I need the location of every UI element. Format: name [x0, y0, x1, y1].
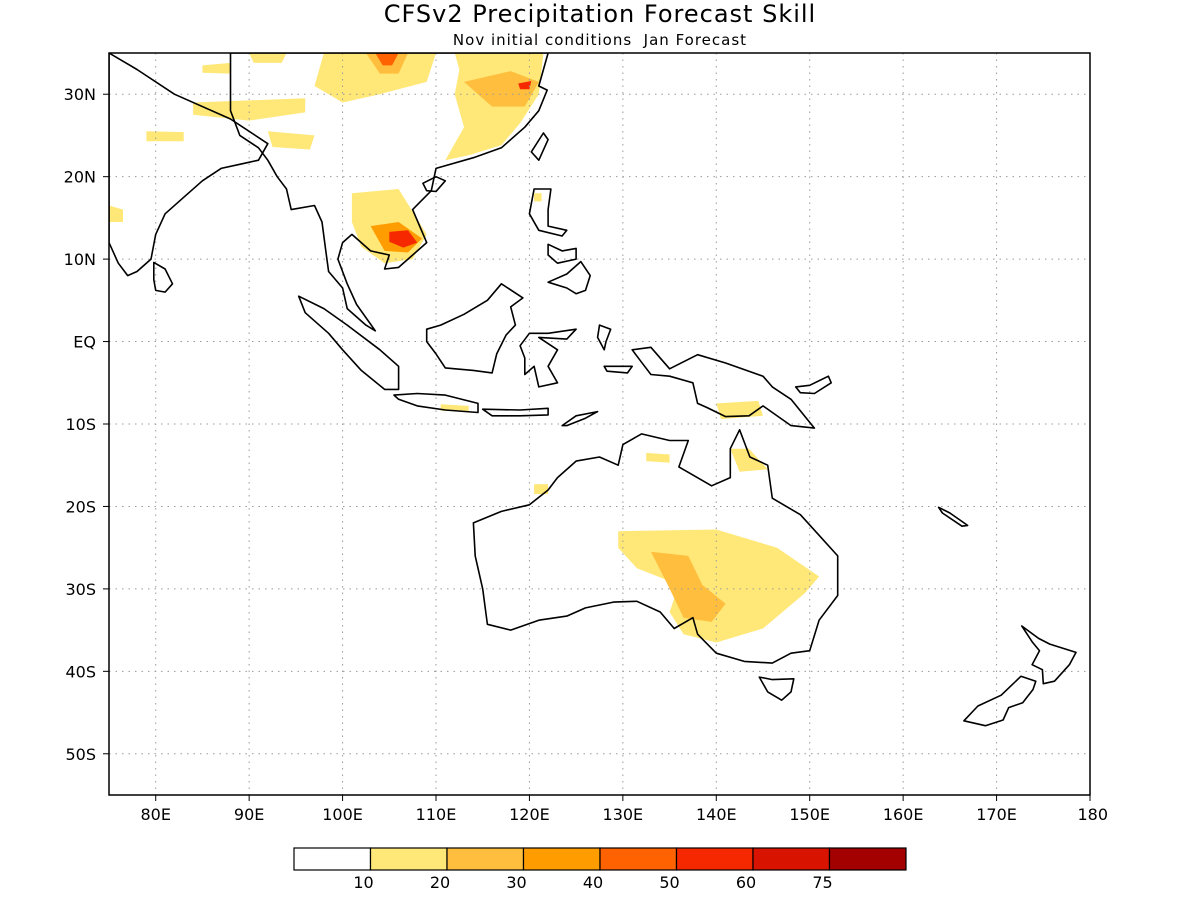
- lat-tick-label: EQ: [73, 333, 96, 352]
- lon-tick-label: 80E: [140, 805, 170, 824]
- colorbar-swatch: [828, 847, 907, 871]
- lon-tick-label: 170E: [976, 805, 1017, 824]
- colorbar-tick-label: 10: [353, 873, 373, 892]
- skill-patch-arnhem: [646, 452, 670, 463]
- colorbar-labels: 10 20 30 40 50 60 75: [353, 873, 832, 892]
- skill-patch-kimberley: [534, 484, 549, 495]
- coastline-new-caledonia: [937, 506, 969, 528]
- colorbar-tick-label: 50: [659, 873, 679, 892]
- coastline-sumatra: [297, 295, 400, 391]
- colorbar-swatch: [293, 847, 372, 871]
- coastline-indian-subcontinent: [109, 53, 269, 277]
- skill-patch-china-sichuan-core: [375, 53, 399, 66]
- lon-tick-label: 100E: [322, 805, 363, 824]
- colorbar-tick-label: 60: [736, 873, 756, 892]
- latitude-axis-labels: 30N 20N 10N EQ 10S 20S 30S 40S 50S: [64, 85, 109, 764]
- map-plot-area: [109, 53, 1090, 795]
- lon-tick-label: 160E: [883, 805, 924, 824]
- coastline-sulawesi: [519, 328, 577, 388]
- skill-patch-luzon-patch: [534, 193, 542, 202]
- skill-patch-tibet-north: [249, 53, 287, 63]
- colorbar: [293, 847, 907, 871]
- coastline-layer: [109, 53, 1077, 727]
- coastline-tasmania: [758, 676, 795, 702]
- lat-tick-label: 30N: [64, 85, 96, 104]
- coastline-seram: [603, 365, 634, 374]
- gridline-layer: [109, 53, 1090, 795]
- lat-tick-label: 20N: [64, 168, 96, 187]
- coastline-java: [393, 392, 479, 414]
- lon-tick-label: 110E: [416, 805, 457, 824]
- skill-patch-tibet-west: [202, 62, 231, 74]
- coastline-luzon: [528, 188, 568, 237]
- coastline-mindanao: [547, 260, 592, 295]
- colorbar-swatch: [446, 847, 525, 871]
- coastline-taiwan: [530, 132, 549, 161]
- colorbar-swatch: [599, 847, 678, 871]
- map-subtitle: Nov initial conditions Jan Forecast: [453, 31, 747, 49]
- map-title: CFSv2 Precipitation Forecast Skill: [384, 0, 816, 28]
- lon-tick-label: 120E: [509, 805, 550, 824]
- skill-patch-china-east-core: [464, 71, 539, 107]
- skill-shading-layer: [109, 53, 820, 643]
- lat-tick-label: 30S: [65, 580, 96, 599]
- colorbar-tick-label: 20: [430, 873, 450, 892]
- skill-patch-india-west-coast: [109, 205, 123, 222]
- coastline-timor: [561, 410, 599, 427]
- lat-tick-label: 50S: [65, 745, 96, 764]
- colorbar-swatch: [752, 847, 831, 871]
- colorbar-swatch: [675, 847, 754, 871]
- coastline-visayas: [547, 243, 577, 265]
- lat-tick-label: 20S: [65, 497, 96, 516]
- coastline-borneo: [425, 282, 524, 374]
- lon-tick-label: 130E: [603, 805, 644, 824]
- coastline-nz-north-island: [1020, 625, 1077, 685]
- skill-patch-bengal: [146, 131, 184, 142]
- skill-patch-china-east-peak: [518, 81, 532, 90]
- colorbar-tick-label: 40: [583, 873, 603, 892]
- coastline-halmahera: [596, 324, 612, 351]
- lat-tick-label: 40S: [65, 662, 96, 681]
- colorbar-tick-label: 30: [506, 873, 526, 892]
- coastline-nz-south-island: [963, 675, 1037, 727]
- coastline-new-britain: [794, 375, 833, 395]
- longitude-axis-labels: 80E 90E 100E 110E 120E 130E 140E 150E 160E 170E 18…: [140, 795, 1108, 824]
- colorbar-swatch: [522, 847, 601, 871]
- coastline-hainan: [422, 175, 447, 193]
- skill-patch-china-north: [314, 53, 436, 103]
- colorbar-swatch: [369, 847, 448, 871]
- coastline-new-guinea: [631, 346, 816, 429]
- colorbar-tick-label: 75: [812, 873, 832, 892]
- coastline-australia: [472, 428, 839, 664]
- lat-tick-label: 10S: [65, 415, 96, 434]
- lon-tick-label: 180: [1077, 805, 1108, 824]
- lon-tick-label: 150E: [789, 805, 830, 824]
- lon-tick-label: 140E: [696, 805, 737, 824]
- skill-patch-burma-border: [267, 131, 315, 150]
- lat-tick-label: 10N: [64, 250, 96, 269]
- coastline-asia-mainland: [229, 53, 549, 332]
- coastline-sri-lanka: [153, 261, 174, 293]
- skill-patch-indochina-peak: [389, 230, 418, 248]
- coastline-lesser-sunda: [481, 407, 549, 417]
- lon-tick-label: 90E: [234, 805, 264, 824]
- skill-patch-cape-york: [730, 448, 768, 472]
- skill-patch-australia-core: [650, 551, 726, 622]
